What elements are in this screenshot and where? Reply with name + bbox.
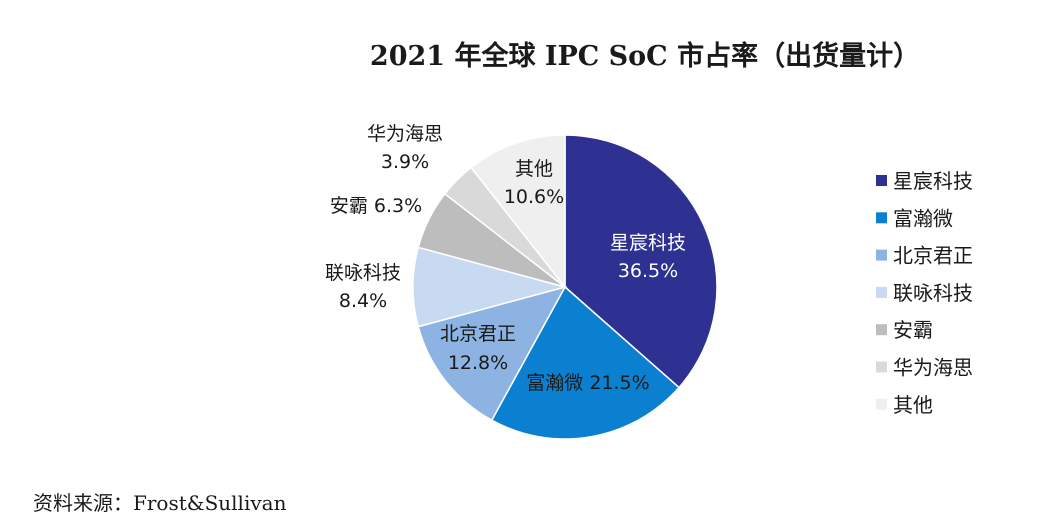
legend-label-7: 其他	[893, 393, 933, 417]
pie-slice-1	[564, 134, 718, 389]
slice-label-4: 联咏科技 8.4%	[325, 262, 401, 312]
pie-slices	[412, 134, 718, 440]
chart-title: 2021 年全球 IPC SoC 市占率（出货量计）	[369, 41, 921, 72]
legend-swatch-3	[876, 249, 887, 261]
slice-label-2: 富瀚微 21.5%	[526, 372, 649, 394]
legend-label-6: 华为海思	[893, 356, 973, 380]
legend-swatch-1	[876, 175, 887, 186]
legend-label-2: 富瀚微	[893, 206, 953, 230]
slice-label-1: 星宸科技 36.5%	[610, 232, 686, 282]
legend-label-5: 安霸	[893, 318, 933, 342]
legend-label-3: 北京君正	[893, 244, 973, 268]
pie-slice-7	[470, 134, 566, 290]
slice-label-6: 华为海思 3.9%	[367, 123, 443, 173]
pie-slice-2	[490, 285, 681, 440]
pie-slice-labels: 星宸科技 36.5% 富瀚微 21.5% 北京君正 12.8% 联咏科技 8.4% 安霸 6.…	[325, 123, 686, 394]
legend-swatch-2	[876, 212, 887, 224]
source-note: 资料来源：Frost&Sullivan	[33, 491, 287, 515]
legend-label-1: 星宸科技	[893, 169, 973, 193]
legend-swatch-4	[876, 286, 887, 298]
legend-label-4: 联咏科技	[893, 281, 973, 305]
slice-label-5: 安霸 6.3%	[330, 195, 422, 217]
slice-label-3: 北京君正 12.8%	[440, 323, 516, 374]
pie-slice-3	[417, 285, 567, 422]
legend-swatch-6	[876, 361, 887, 373]
slice-label-7: 其他 10.6%	[504, 158, 564, 208]
legend-swatch-5	[876, 324, 887, 336]
legend-swatch-7	[876, 398, 887, 410]
